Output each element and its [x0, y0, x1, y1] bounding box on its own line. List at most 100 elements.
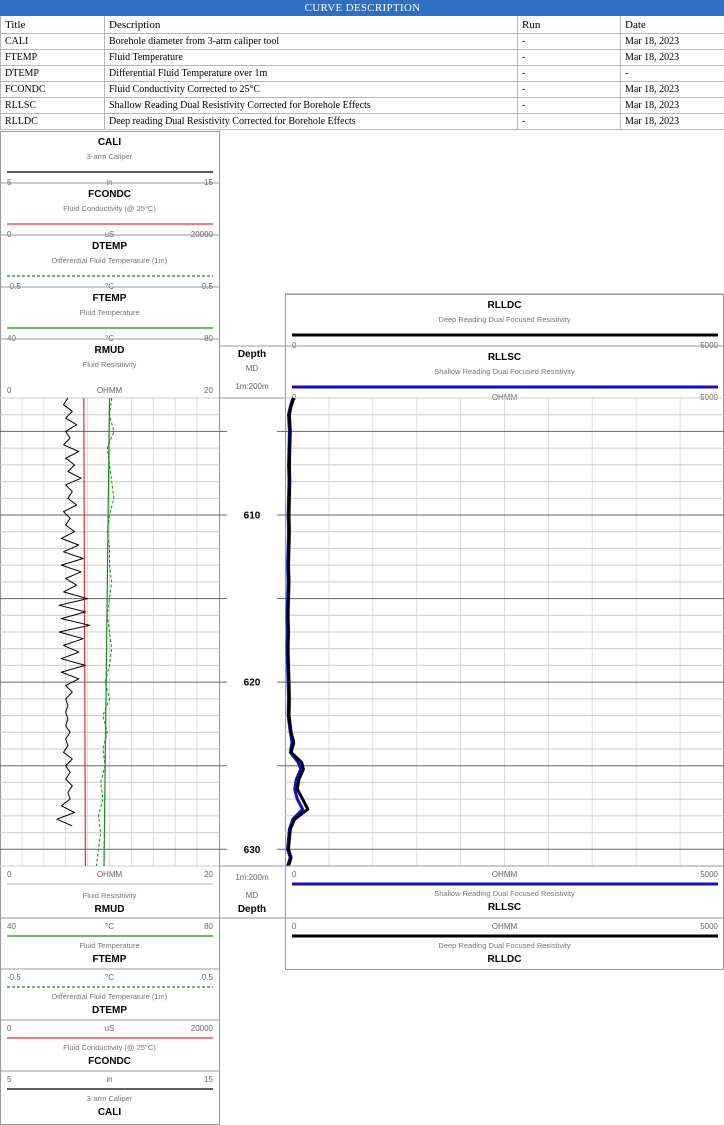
title-cell: FCONDC — [0, 81, 105, 98]
footer-ftemp-max: 80 — [204, 922, 213, 931]
run-cell: Run — [517, 15, 621, 34]
header-dtemp-title: DTEMP — [92, 241, 127, 252]
footer-rllsc-unit: OHMM — [492, 870, 518, 879]
header-ftemp-title: FTEMP — [93, 293, 127, 304]
footer-rllsc-title: RLLSC — [488, 902, 521, 913]
run-cell: - — [517, 97, 621, 114]
date-cell: Date — [619, 15, 724, 34]
depth-tick-label: 620 — [244, 678, 261, 689]
header-rlldc-subtitle: Deep Reading Dual Focused Resistivity — [438, 315, 570, 324]
description-cell: Fluid Conductivity Corrected to 25°C — [104, 81, 518, 98]
footer-dtemp-unit: °C — [105, 973, 114, 982]
footer-rlldc-title: RLLDC — [488, 954, 522, 965]
header-rmud-unit: OHMM — [97, 386, 123, 395]
footer-rllsc-subtitle: Shallow Reading Dual Focused Resistivity — [434, 889, 575, 898]
footer-rllsc-min: 0 — [292, 870, 297, 879]
footer-fcondc-title: FCONDC — [88, 1056, 131, 1067]
depth-footer-title: Depth — [238, 904, 266, 915]
date-cell: Mar 18, 2023 — [619, 49, 724, 66]
footer-rmud-max: 20 — [204, 870, 213, 879]
footer-ftemp-min: 40 — [7, 922, 16, 931]
title-cell: Title — [0, 15, 105, 34]
footer-rlldc-min: 0 — [292, 922, 297, 931]
ftemp-curve — [103, 397, 111, 867]
footer-rmud-title: RMUD — [95, 904, 125, 915]
run-cell: - — [517, 113, 621, 130]
footer-fcondc-min: 0 — [7, 1024, 12, 1033]
date-cell: Mar 18, 2023 — [619, 113, 724, 130]
well-log-plot: CALI 3-arm Caliper 5 in 15 FCONDC Fluid Conduc… — [0, 131, 724, 1125]
footer-rlldc-subtitle: Deep Reading Dual Focused Resistivity — [438, 941, 570, 950]
header-rllsc-subtitle: Shallow Reading Dual Focused Resistivity — [434, 367, 575, 376]
footer-cali-subtitle: 3-arm Caliper — [87, 1094, 133, 1103]
footer-cali-title: CALI — [98, 1107, 122, 1118]
depth-header-title: Depth — [238, 349, 266, 360]
date-cell: - — [619, 65, 724, 82]
curve-description-banner: CURVE DESCRIPTION — [0, 0, 724, 16]
footer-fcondc-unit: uS — [105, 1024, 115, 1033]
description-cell: Deep reading Dual Resistivity Corrected … — [104, 113, 518, 130]
header-cali-title: CALI — [98, 137, 122, 148]
footer-ftemp-title: FTEMP — [93, 954, 127, 965]
table-header-row: Title Description Run Date — [0, 15, 724, 34]
title-cell: CALI — [0, 33, 105, 50]
footer-rlldc-unit: OHMM — [492, 922, 518, 931]
footer-rlldc-max: 5000 — [700, 922, 718, 931]
table-row: DTEMP Differential Fluid Temperature over… — [0, 65, 724, 82]
table-row: CALI Borehole diameter from 3-arm caliper… — [0, 33, 724, 50]
header-rmud-subtitle: Fluid Resisitivity — [83, 360, 137, 369]
table-row: RLLDC Deep reading Dual Resistivity Corre… — [0, 113, 724, 130]
footer-rmud-unit: OHMM — [97, 870, 123, 879]
footer-ftemp-subtitle: Fluid Temperature — [79, 941, 139, 950]
footer-dtemp-max: 0.5 — [202, 973, 214, 982]
table-row: RLLSC Shallow Reading Dual Resistivity Co… — [0, 97, 724, 114]
footer-rmud-min: 0 — [7, 870, 12, 879]
run-cell: - — [517, 49, 621, 66]
depth-footer-scale: 1m:200m — [235, 873, 269, 882]
header-rmud-title: RMUD — [95, 345, 125, 356]
header-dtemp-subtitle: Differential Fluid Temperature (1m) — [52, 256, 168, 265]
footer-cali-unit: in — [106, 1075, 112, 1084]
description-cell: Description — [104, 15, 518, 34]
footer-fcondc-subtitle: Fluid Conductivity (@ 25°C) — [63, 1043, 156, 1052]
table-row: FCONDC Fluid Conductivity Corrected to 25… — [0, 81, 724, 98]
depth-header-type: MD — [246, 364, 259, 373]
dtemp-curve — [95, 397, 115, 867]
footer-ftemp-unit: °C — [105, 922, 114, 931]
curve-description-table: CURVE DESCRIPTION Title Description Run Dat… — [0, 0, 724, 130]
description-cell: Borehole diameter from 3-arm caliper too… — [104, 33, 518, 50]
description-cell: Fluid Temperature — [104, 49, 518, 66]
date-cell: Mar 18, 2023 — [619, 33, 724, 50]
rlldc-curve — [286, 397, 310, 867]
footer-rmud-subtitle: Fluid Resisitivity — [83, 891, 137, 900]
fcondc-curve — [83, 397, 86, 867]
date-cell: Mar 18, 2023 — [619, 81, 724, 98]
header-cali-subtitle: 3-arm Caliper — [87, 152, 133, 161]
title-cell: RLLDC — [0, 113, 105, 130]
footer-cali-max: 15 — [204, 1075, 213, 1084]
table-row: FTEMP Fluid Temperature - Mar 18, 2023 — [0, 49, 724, 66]
run-cell: - — [517, 33, 621, 50]
run-cell: - — [517, 65, 621, 82]
depth-footer-type: MD — [246, 891, 259, 900]
header-fcondc-title: FCONDC — [88, 189, 131, 200]
run-cell: - — [517, 81, 621, 98]
footer-dtemp-subtitle: Differential Fluid Temperature (1m) — [52, 992, 168, 1001]
footer-dtemp-min: -0.5 — [7, 973, 21, 982]
footer-cali-min: 5 — [7, 1075, 12, 1084]
depth-header-scale: 1m:200m — [235, 382, 269, 391]
footer-rllsc-max: 5000 — [700, 870, 718, 879]
title-cell: FTEMP — [0, 49, 105, 66]
header-ftemp-subtitle: Fluid Temperature — [79, 308, 139, 317]
depth-tick-label: 610 — [244, 511, 261, 522]
footer-fcondc-max: 20000 — [191, 1024, 214, 1033]
footer-dtemp-title: DTEMP — [92, 1005, 127, 1016]
header-rlldc-title: RLLDC — [488, 300, 522, 311]
cali-curve — [56, 397, 91, 827]
header-fcondc-subtitle: Fluid Conductivity (@ 25°C) — [63, 204, 156, 213]
depth-tick-label: 630 — [244, 845, 261, 856]
header-rmud-max: 20 — [204, 386, 213, 395]
header-rllsc-title: RLLSC — [488, 352, 521, 363]
title-cell: DTEMP — [0, 65, 105, 82]
title-cell: RLLSC — [0, 97, 105, 114]
